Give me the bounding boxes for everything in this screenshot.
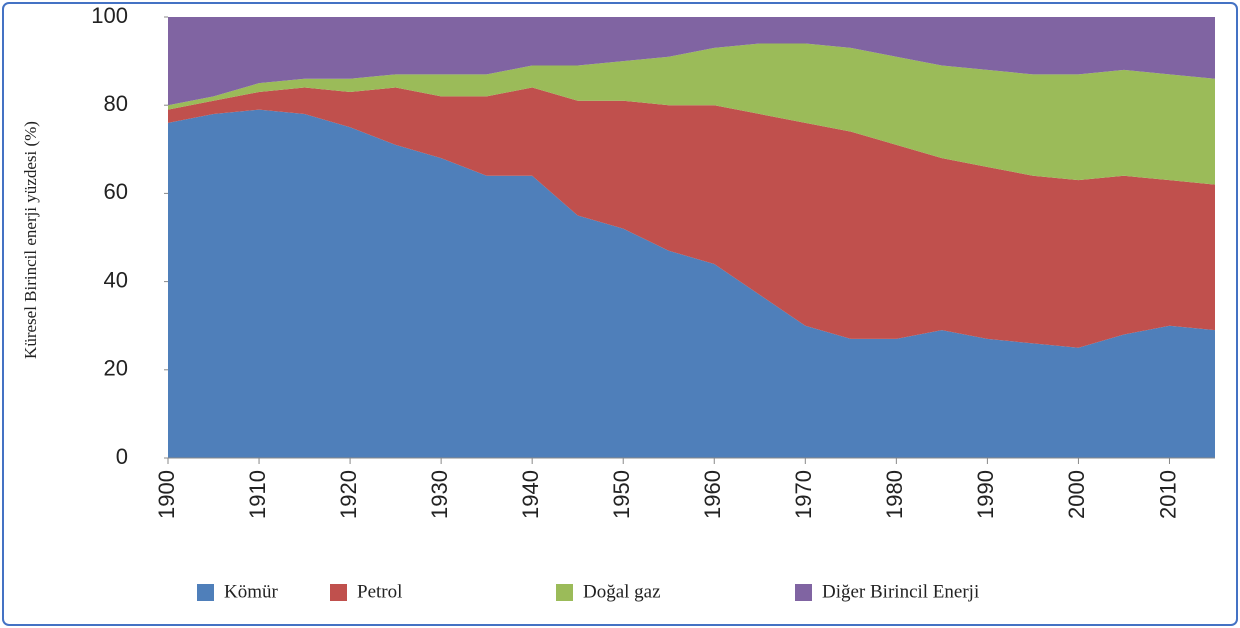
x-tick-label: 1910 — [245, 470, 270, 519]
x-tick-label: 1980 — [882, 470, 907, 519]
x-tick-label: 1950 — [609, 470, 634, 519]
y-axis-label: Küresel Birincil enerji yüzdesi (%) — [21, 121, 40, 359]
legend-swatch — [197, 584, 214, 601]
legend-swatch — [330, 584, 347, 601]
y-tick-label: 100 — [91, 3, 128, 28]
x-tick-label: 1960 — [700, 470, 725, 519]
x-tick-label: 1900 — [154, 470, 179, 519]
x-tick-label: 1920 — [336, 470, 361, 519]
x-tick-label: 2010 — [1155, 470, 1180, 519]
area — [168, 17, 1215, 106]
x-tick-label: 1990 — [973, 470, 998, 519]
y-tick-label: 80 — [104, 91, 128, 116]
legend-swatch — [795, 584, 812, 601]
legend-label: Diğer Birincil Enerji — [822, 581, 979, 602]
legend-swatch — [556, 584, 573, 601]
y-tick-label: 20 — [104, 356, 128, 381]
x-tick-label: 1930 — [427, 470, 452, 519]
legend-label: Doğal gaz — [583, 581, 661, 602]
area — [168, 87, 1215, 348]
x-tick-label: 1970 — [791, 470, 816, 519]
x-tick-label: 1940 — [518, 470, 543, 519]
y-tick-label: 60 — [104, 179, 128, 204]
y-tick-label: 40 — [104, 267, 128, 292]
legend-label: Kömür — [224, 581, 279, 602]
y-tick-label: 0 — [116, 444, 128, 469]
area — [168, 109, 1215, 459]
area — [168, 43, 1215, 185]
legend-label: Petrol — [357, 581, 402, 602]
x-tick-label: 2000 — [1064, 470, 1089, 519]
